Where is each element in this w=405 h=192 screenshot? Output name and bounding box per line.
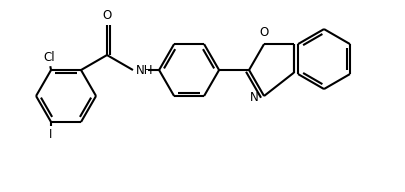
Text: N: N xyxy=(249,91,258,104)
Text: I: I xyxy=(49,128,53,141)
Text: O: O xyxy=(260,26,269,39)
Text: O: O xyxy=(102,9,112,22)
Text: NH: NH xyxy=(136,64,153,77)
Text: Cl: Cl xyxy=(43,51,55,64)
